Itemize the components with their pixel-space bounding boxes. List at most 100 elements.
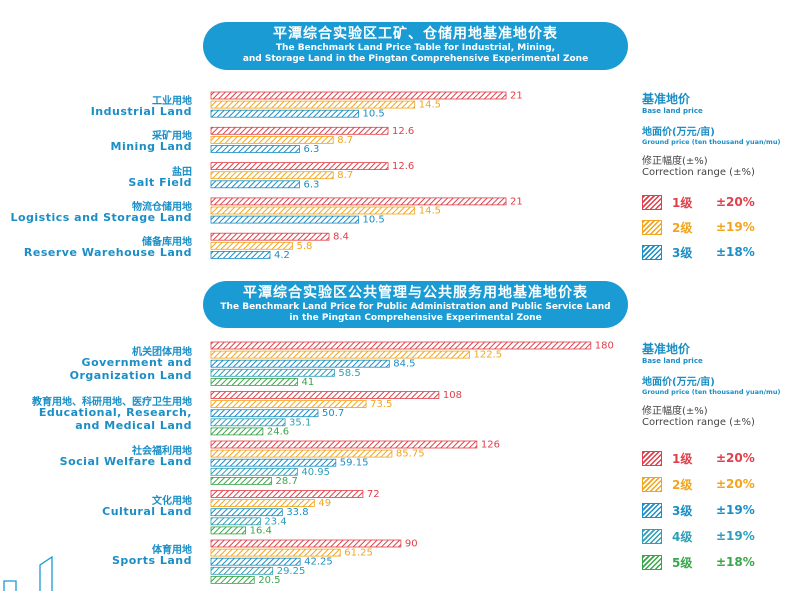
value-label-c1-0-2: 10.5 bbox=[363, 109, 385, 120]
bar-c2-0-3 bbox=[210, 368, 335, 377]
bar-c1-0-1 bbox=[210, 100, 416, 109]
value-label-c2-4-3: 29.25 bbox=[277, 566, 306, 577]
bar-c1-4-1 bbox=[210, 241, 293, 250]
legend-level: 3级 bbox=[672, 503, 693, 518]
bar-c1-1-1 bbox=[210, 135, 334, 144]
legend-swatch bbox=[642, 554, 662, 570]
legend-level: 1级 bbox=[672, 195, 693, 210]
category-label-en-c1-1-0: Mining Land bbox=[110, 140, 192, 154]
category-label-en-c2-3-0: Cultural Land bbox=[102, 504, 192, 518]
section1-title-en-2: and Storage Land in the Pingtan Comprehe… bbox=[242, 54, 589, 64]
section1-title-banner: 平潭综合实验区工矿、仓储用地基准地价表 The Benchmark Land P… bbox=[203, 22, 628, 70]
category-label-zh-c1-4: 储备库用地 bbox=[142, 237, 192, 249]
bar-c2-0-2 bbox=[210, 359, 390, 368]
legend1-base-zh: 基准地价 bbox=[642, 92, 691, 106]
bar-c2-1-1 bbox=[210, 400, 367, 409]
value-label-c2-4-4: 20.5 bbox=[258, 575, 280, 586]
legend-range: ±19% bbox=[716, 220, 755, 234]
value-label-c2-4-1: 61.25 bbox=[344, 548, 373, 559]
bar-c1-2-2 bbox=[210, 180, 300, 189]
category-label-en-c1-4-0: Reserve Warehouse Land bbox=[23, 246, 192, 260]
section2-title-zh: 平潭综合实验区公共管理与公共服务用地基准地价表 bbox=[243, 285, 588, 301]
legend2-base-en: Base land price bbox=[642, 357, 703, 365]
legend-swatch bbox=[642, 528, 662, 544]
value-label-c2-2-3: 40.95 bbox=[301, 467, 330, 478]
bar-c2-4-4 bbox=[210, 576, 255, 584]
value-label-c2-0-1: 122.5 bbox=[473, 350, 502, 361]
section2-title-en-1: The Benchmark Land Price for Public Admi… bbox=[220, 302, 611, 312]
legend-item-c2-0: 1级 ±20% bbox=[642, 448, 755, 468]
bar-c1-1-2 bbox=[210, 145, 300, 153]
value-label-c2-1-4: 24.6 bbox=[267, 426, 289, 437]
value-label-c2-2-1: 85.75 bbox=[396, 449, 425, 460]
value-label-c2-3-4: 16.4 bbox=[250, 525, 272, 536]
bar-c2-1-2 bbox=[210, 409, 319, 418]
value-label-c2-3-2: 33.8 bbox=[286, 507, 308, 518]
legend1-ground-zh: 地面价(万元/亩) bbox=[642, 127, 715, 138]
decorative-building-outline bbox=[3, 555, 53, 591]
legend-range: ±18% bbox=[716, 555, 755, 569]
category-label-en-c2-0-0: Government and bbox=[81, 356, 192, 369]
legend-range: ±19% bbox=[716, 529, 755, 543]
legend2-corr-en: Correction range (±%) bbox=[642, 417, 755, 428]
legend2-header: 基准地价 Base land price 地面价(万元/亩) Ground pr… bbox=[642, 340, 780, 428]
bar-c2-1-3 bbox=[210, 418, 286, 427]
legend-swatch bbox=[642, 219, 662, 235]
value-label-c1-1-0: 12.6 bbox=[392, 126, 414, 137]
value-label-c1-3-0: 21 bbox=[510, 196, 523, 207]
category-label-en-c2-1-0: Educational, Research, bbox=[38, 405, 192, 419]
legend-range: ±20% bbox=[716, 195, 755, 209]
bar-c2-4-1 bbox=[210, 548, 341, 557]
bar-c2-2-4 bbox=[210, 476, 272, 485]
value-label-c1-3-1: 14.5 bbox=[419, 206, 441, 217]
bar-c2-1-4 bbox=[210, 427, 264, 436]
value-label-c1-2-1: 8.7 bbox=[337, 170, 353, 181]
bar-c2-3-3 bbox=[210, 517, 261, 526]
value-label-c2-4-2: 42.25 bbox=[304, 557, 333, 568]
value-label-c2-1-0: 108 bbox=[443, 390, 462, 401]
legend-item-c2-3: 4级 ±19% bbox=[642, 526, 755, 546]
value-label-c1-4-1: 5.8 bbox=[296, 241, 312, 252]
category-label-zh-c2-4: 体育用地 bbox=[152, 545, 192, 556]
value-label-c2-0-3: 58.5 bbox=[338, 368, 360, 379]
legend-swatch bbox=[642, 450, 662, 466]
legend2-ground-zh: 地面价(万元/亩) bbox=[642, 377, 715, 388]
bar-c1-2-0 bbox=[210, 162, 389, 171]
bar-c2-4-2 bbox=[210, 557, 301, 566]
bar-c2-4-3 bbox=[210, 566, 274, 575]
legend1-corr-en: Correction range (±%) bbox=[642, 167, 755, 178]
legend-item-c2-4: 5级 ±18% bbox=[642, 552, 755, 572]
bar-c2-2-3 bbox=[210, 467, 298, 476]
category-label-zh-c2-0: 机关团体用地 bbox=[132, 347, 192, 358]
bar-c1-1-0 bbox=[210, 126, 389, 135]
bar-c1-3-0 bbox=[210, 197, 507, 206]
legend-swatch bbox=[642, 244, 662, 260]
bar-c1-3-2 bbox=[210, 215, 359, 224]
legend-item-c2-1: 2级 ±20% bbox=[642, 474, 755, 494]
section2-title-banner: 平潭综合实验区公共管理与公共服务用地基准地价表 The Benchmark La… bbox=[203, 281, 628, 328]
legend-swatch bbox=[642, 502, 662, 518]
value-label-c1-1-2: 6.3 bbox=[304, 144, 320, 155]
bar-c2-3-4 bbox=[210, 526, 247, 535]
bar-c2-4-0 bbox=[210, 539, 402, 548]
value-label-c2-2-4: 28.7 bbox=[276, 476, 298, 487]
legend-range: ±19% bbox=[716, 503, 755, 517]
bar-c2-3-1 bbox=[210, 499, 315, 508]
legend-swatch bbox=[642, 194, 662, 210]
category-label-en-c2-4-0: Sports Land bbox=[111, 554, 192, 567]
legend-item-c1-1: 2级 ±19% bbox=[642, 217, 755, 237]
value-label-c1-3-2: 10.5 bbox=[363, 215, 385, 226]
category-label-zh-c1-3: 物流仓储用地 bbox=[132, 201, 192, 213]
category-label-zh-c2-1: 教育用地、科研用地、医疗卫生用地 bbox=[32, 396, 192, 408]
bar-c1-4-0 bbox=[210, 232, 330, 241]
category-label-en-c2-1-1: and Medical Land bbox=[75, 418, 192, 432]
bar-c2-0-0 bbox=[210, 341, 592, 350]
legend-item-c2-2: 3级 ±19% bbox=[642, 500, 755, 520]
legend-level: 2级 bbox=[672, 220, 693, 235]
legend-item-c1-0: 1级 ±20% bbox=[642, 192, 755, 212]
bar-c1-0-2 bbox=[210, 109, 359, 118]
legend1-base-en: Base land price bbox=[642, 107, 703, 115]
legend2-corr-zh: 修正幅度(±%) bbox=[642, 406, 708, 417]
chart1-bars: 21 14.5 10.5 12.6 8.7 6.3 12.6 8.7 6.3 21 14.5 10.5… bbox=[210, 91, 523, 261]
